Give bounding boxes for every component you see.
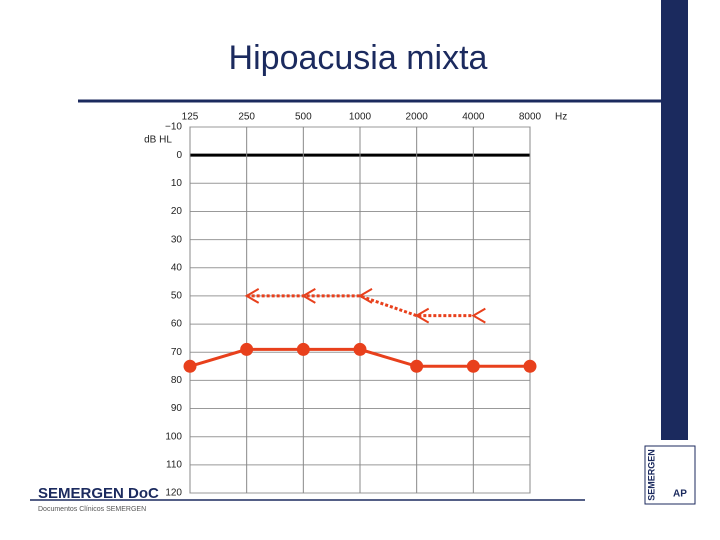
y-tick-label: 20: [171, 206, 183, 217]
x-tick-label: 2000: [406, 112, 429, 123]
point: [358, 288, 373, 304]
point: [183, 359, 197, 373]
point: [410, 359, 424, 373]
y-tick-label: 90: [171, 403, 183, 414]
x-axis-label: Hz: [555, 112, 567, 123]
point: [244, 288, 260, 304]
x-tick-label: 500: [295, 112, 312, 123]
point: [523, 359, 537, 373]
point: [353, 342, 367, 356]
tagline: Documentos Clínicos SEMERGEN: [38, 506, 146, 513]
y-tick-label: 120: [165, 488, 182, 499]
y-tick-label: 0: [176, 150, 182, 161]
side-logo-box: [644, 445, 696, 505]
series-line: [246, 294, 474, 318]
y-axis-label: dB HL: [144, 135, 172, 146]
x-tick-label: 1000: [349, 112, 372, 123]
y-tick-label: 70: [171, 347, 183, 358]
side-badge: AP: [673, 489, 687, 500]
point: [466, 359, 480, 373]
y-tick-label: −10: [165, 122, 182, 133]
y-tick-label: 110: [166, 459, 182, 470]
y-tick-label: 60: [171, 319, 183, 330]
x-tick-label: 250: [238, 112, 255, 123]
brand: SEMERGEN DoC: [38, 485, 159, 502]
x-tick-label: 4000: [462, 112, 485, 123]
point: [471, 307, 486, 324]
point: [301, 288, 316, 304]
point: [414, 307, 430, 324]
side-bar: [661, 0, 688, 440]
y-tick-label: 40: [171, 262, 183, 273]
y-tick-label: 100: [165, 431, 182, 442]
side-logo: SEMERGEN: [646, 449, 656, 501]
x-tick-label: 8000: [519, 112, 542, 123]
y-tick-label: 80: [171, 375, 183, 386]
point: [240, 342, 254, 356]
x-tick-label: 125: [182, 112, 199, 123]
y-tick-label: 10: [171, 178, 183, 189]
point: [296, 342, 310, 356]
y-tick-label: 50: [171, 291, 183, 302]
y-tick-label: 30: [171, 234, 183, 245]
chart-title: Hipoacusia mixta: [229, 39, 488, 77]
